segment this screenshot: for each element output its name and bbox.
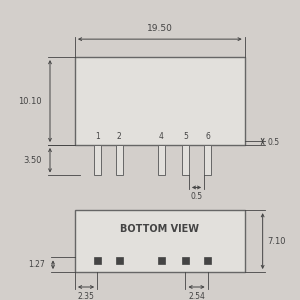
Bar <box>116 257 123 264</box>
Text: 1.27: 1.27 <box>28 260 45 269</box>
Text: 0.5: 0.5 <box>268 138 280 147</box>
Text: 0.5: 0.5 <box>190 193 202 202</box>
Bar <box>158 145 165 176</box>
Bar <box>75 210 245 272</box>
Text: 2: 2 <box>117 132 122 141</box>
Bar <box>204 145 211 176</box>
Bar <box>94 145 100 176</box>
Bar <box>94 257 100 264</box>
Text: 4: 4 <box>159 132 164 141</box>
Text: 7.10: 7.10 <box>268 237 286 246</box>
Bar <box>75 57 245 145</box>
Text: 10.10: 10.10 <box>18 97 42 106</box>
Bar <box>182 257 189 264</box>
Text: 19.50: 19.50 <box>147 24 173 33</box>
Text: 3.50: 3.50 <box>23 156 42 165</box>
Bar <box>182 145 189 176</box>
Bar <box>158 257 165 264</box>
Text: 2.35: 2.35 <box>78 292 94 300</box>
Text: 1: 1 <box>95 132 100 141</box>
Bar <box>204 257 211 264</box>
Bar <box>116 145 123 176</box>
Text: 2.54: 2.54 <box>188 292 205 300</box>
Text: 5: 5 <box>183 132 188 141</box>
Text: 6: 6 <box>205 132 210 141</box>
Text: BOTTOM VIEW: BOTTOM VIEW <box>120 224 199 234</box>
